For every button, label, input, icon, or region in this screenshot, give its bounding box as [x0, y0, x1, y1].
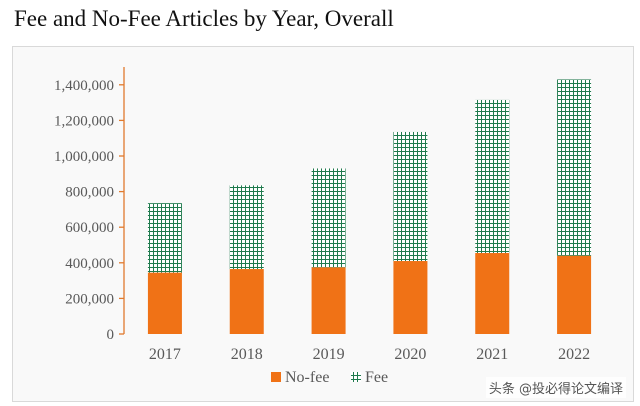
bars-group [147, 79, 592, 334]
bar-fee-2017 [147, 203, 182, 273]
axes-group: 0 200,000 400,000 600,000 800,000 1,000,000 1,… [54, 67, 590, 363]
bar-no-fee-2022 [557, 255, 592, 334]
chart-panel: 0 200,000 400,000 600,000 800,000 1,000,000 1,… [12, 46, 634, 402]
y-tick-label: 200,000 [65, 291, 114, 307]
chart-title: Fee and No-Fee Articles by Year, Overall [14, 6, 394, 31]
bar-fee-2018 [229, 185, 264, 270]
bar-fee-2019 [311, 168, 346, 268]
bar-no-fee-2021 [475, 253, 510, 334]
legend-label: Fee [365, 369, 388, 386]
bar-fee-2021 [475, 99, 510, 254]
watermark: 头条 @投必得论文编译 [485, 377, 626, 398]
y-tick-label: 1,000,000 [54, 149, 114, 165]
legend-label: No-fee [285, 369, 329, 386]
y-tick-label: 1,400,000 [54, 78, 114, 94]
x-tick-label: 2020 [394, 346, 426, 363]
y-tick-label: 800,000 [65, 185, 114, 201]
y-tick-label: 1,200,000 [54, 113, 114, 129]
x-tick-label: 2019 [313, 346, 345, 363]
bar-no-fee-2019 [311, 267, 346, 334]
x-tick-label: 2018 [231, 346, 263, 363]
y-tick-label: 400,000 [65, 256, 114, 272]
bar-chart: 0 200,000 400,000 600,000 800,000 1,000,000 1,… [54, 67, 592, 386]
x-tick-label: 2022 [558, 346, 590, 363]
y-tick-label: 0 [107, 327, 115, 343]
legend-swatch-fee [351, 372, 361, 382]
legend: No-fee Fee [271, 369, 388, 386]
bar-fee-2022 [557, 79, 592, 256]
bar-fee-2020 [393, 131, 428, 262]
bar-no-fee-2020 [393, 261, 428, 334]
y-tick-label: 600,000 [65, 220, 114, 236]
x-tick-label: 2017 [149, 346, 181, 363]
legend-swatch-no-fee [271, 372, 281, 382]
bar-no-fee-2017 [147, 272, 182, 334]
x-tick-label: 2021 [476, 346, 508, 363]
bar-no-fee-2018 [229, 269, 264, 334]
